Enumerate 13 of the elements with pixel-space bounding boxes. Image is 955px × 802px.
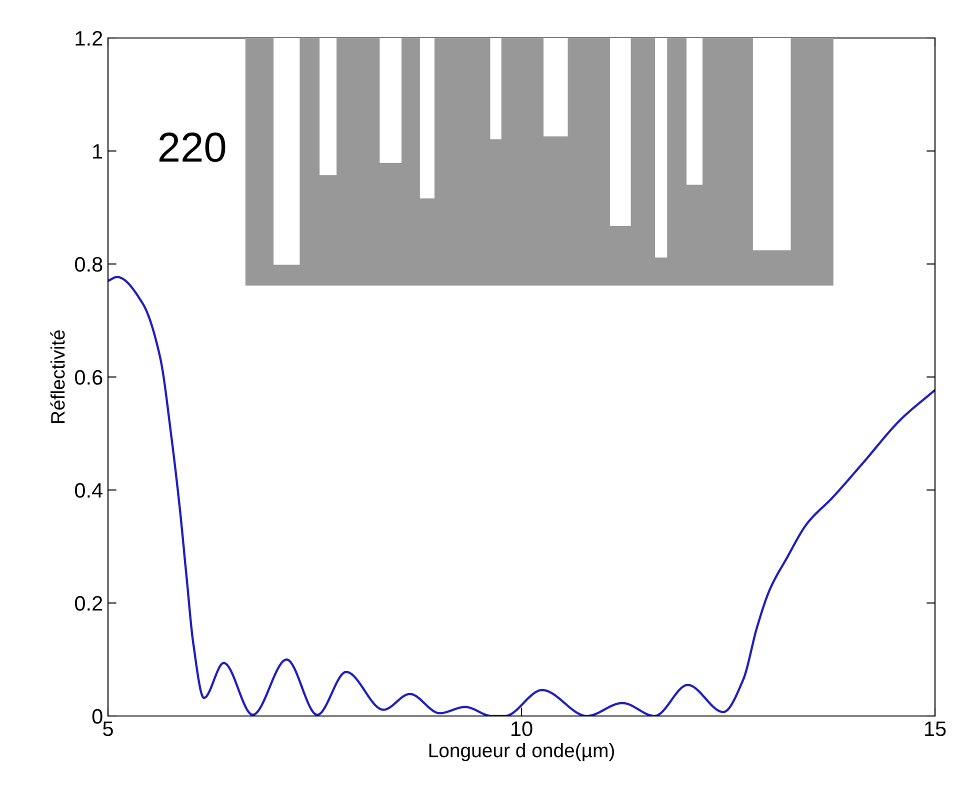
x-tick-label: 5 bbox=[103, 722, 113, 736]
y-tick-label: 0.2 bbox=[74, 596, 102, 611]
y-tick-label: 0 bbox=[92, 709, 102, 724]
x-tick-label: 15 bbox=[925, 722, 946, 736]
y-tick-label: 0.4 bbox=[74, 483, 103, 498]
y-tick-label: 1 bbox=[93, 144, 102, 159]
y-tick-label: 1.2 bbox=[76, 31, 102, 46]
y-tick-label: 0.8 bbox=[74, 257, 102, 272]
y-tick-label: 0.6 bbox=[74, 370, 102, 385]
x-axis-title: Longueur d onde(µm) bbox=[429, 743, 614, 762]
annotation: 220 bbox=[159, 132, 226, 162]
y-axis-title: Réflectivité bbox=[50, 330, 65, 423]
x-tick-label: 10 bbox=[512, 721, 532, 736]
